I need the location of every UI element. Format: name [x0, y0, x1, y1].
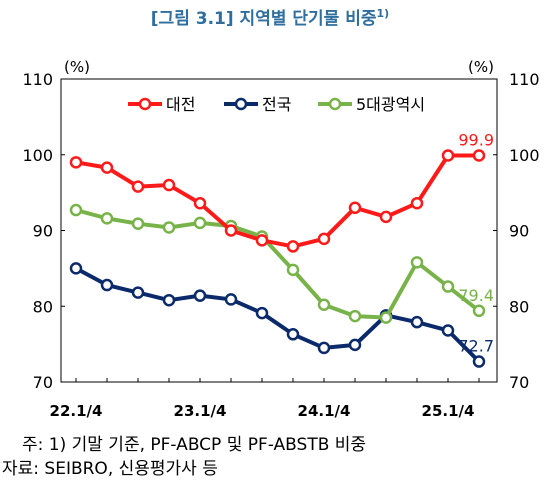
y-tick-label-right: 90	[509, 222, 529, 241]
legend-label: 대전	[166, 95, 195, 114]
source-note: 자료: SEIBRO, 신용평가사 등	[2, 459, 218, 479]
data-point	[162, 178, 176, 192]
data-point	[441, 324, 455, 337]
data-point	[472, 355, 486, 368]
data-point	[100, 278, 114, 292]
legend-marker	[328, 97, 342, 111]
data-point	[193, 196, 207, 210]
data-point	[224, 293, 238, 306]
data-point	[255, 234, 269, 247]
series-line	[75, 266, 481, 363]
data-point	[410, 256, 424, 269]
data-point	[348, 338, 362, 352]
data-point	[255, 306, 269, 320]
data-point	[379, 210, 393, 224]
x-tick-label: 24.1/4	[298, 402, 351, 420]
x-tick-label: 23.1/4	[174, 402, 227, 420]
plot-frame	[60, 78, 498, 383]
data-point	[131, 180, 145, 193]
data-point	[286, 240, 300, 253]
chart-title: [그림 3.1] 지역별 단기물 비중1)	[151, 7, 389, 29]
y-tick-label-right: 110	[509, 70, 540, 89]
data-point	[69, 156, 83, 169]
axes: 70 70 80 80 90 90 100 100 110 110 22.1/4 23.1/4 24.1…	[22, 70, 539, 420]
legend-label: 전국	[262, 95, 291, 114]
y-unit-right: (%)	[468, 58, 494, 76]
legend-item: 전국	[224, 95, 291, 114]
x-tick-label: 22.1/4	[50, 402, 103, 420]
data-point	[131, 286, 145, 299]
footnote: 주: 1) 기말 기준, PF-ABCP 및 PF-ABSTB 비중	[22, 435, 367, 455]
data-point	[317, 232, 331, 246]
end-value-label: 79.4	[458, 286, 494, 305]
y-tick-label-left: 90	[33, 222, 53, 241]
y-tick-label-left: 80	[33, 297, 53, 316]
data-point	[348, 201, 362, 215]
data-point	[224, 224, 238, 237]
y-tick-label-left: 70	[33, 373, 53, 392]
y-tick-label-right: 70	[509, 373, 529, 392]
data-point	[100, 212, 114, 225]
data-point	[379, 311, 393, 324]
legend-item: 대전	[128, 95, 195, 114]
data-point	[162, 221, 176, 234]
x-tick-label: 25.1/4	[422, 402, 475, 420]
series-5대광역시: 79.4	[69, 203, 494, 324]
data-point	[441, 149, 455, 162]
data-point	[441, 280, 455, 293]
data-point	[69, 262, 83, 275]
data-point	[100, 161, 114, 174]
y-tick-label-right: 100	[509, 146, 540, 165]
title-superscript: 1)	[377, 7, 390, 20]
data-point	[286, 263, 300, 277]
legend-marker	[234, 97, 248, 111]
data-point	[162, 293, 176, 307]
y-tick-label-left: 110	[22, 70, 53, 89]
data-point	[348, 309, 362, 323]
end-value-label: 72.7	[458, 337, 494, 356]
end-value-label: 99.9	[458, 131, 494, 150]
y-unit-left: (%)	[64, 58, 90, 76]
legend: 대전 전국 5대광역시	[128, 95, 425, 114]
data-point	[69, 203, 83, 217]
data-point	[131, 217, 145, 230]
legend-item: 5대광역시	[318, 95, 425, 114]
data-point	[193, 289, 207, 302]
series-대전: 99.9	[69, 131, 494, 253]
data-point	[286, 328, 300, 341]
data-point	[193, 216, 207, 230]
legend-label: 5대광역시	[356, 95, 425, 114]
series-layer: 72.7 79.4 99.9	[69, 131, 494, 368]
data-point	[317, 341, 331, 355]
data-point	[317, 298, 331, 311]
data-point	[410, 315, 424, 329]
legend-marker	[138, 97, 152, 111]
data-point	[472, 304, 486, 318]
data-point	[472, 149, 486, 162]
y-tick-label-left: 100	[22, 146, 53, 165]
data-point	[410, 196, 424, 210]
series-전국: 72.7	[69, 262, 494, 368]
y-tick-label-right: 80	[509, 297, 529, 316]
